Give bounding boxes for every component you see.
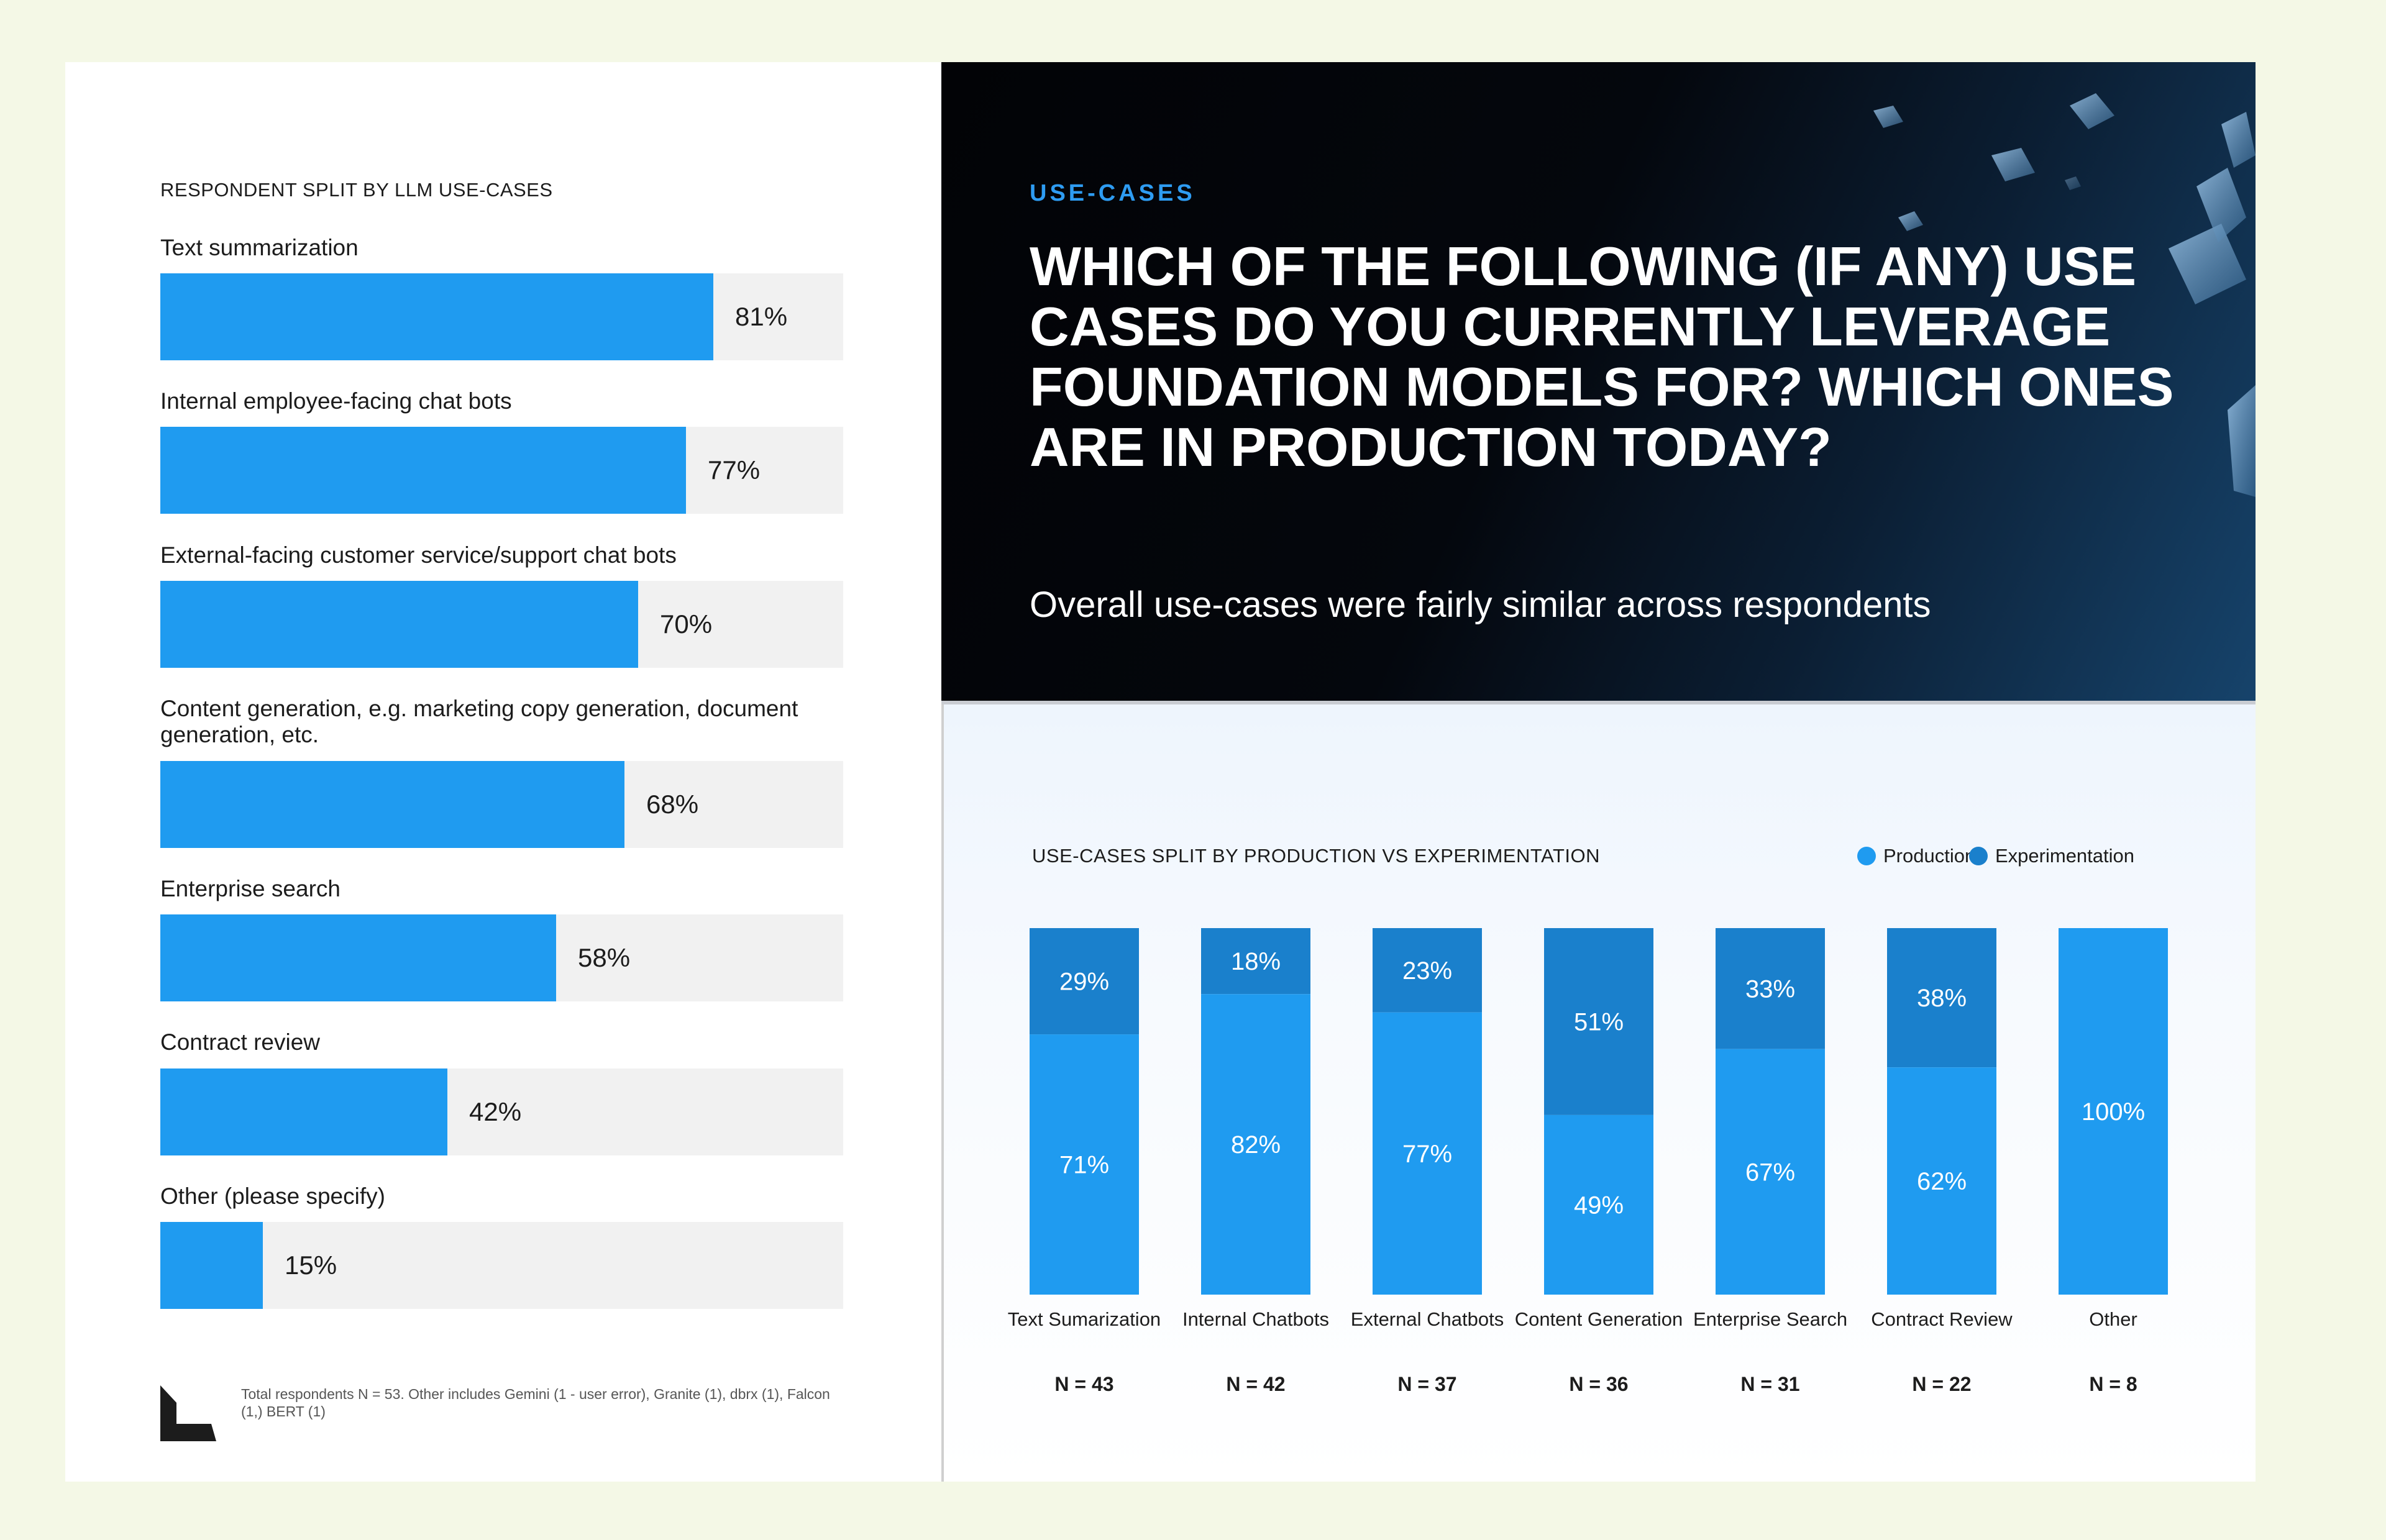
hero-title: WHICH OF THE FOLLOWING (IF ANY) USE CASE… [1030,235,2174,478]
legend-production-label: Production [1883,845,1976,867]
experimentation-bar [1373,928,1482,1013]
bar-label: Enterprise search [160,876,341,901]
report-page: RESPONDENT SPLIT BY LLM USE-CASES Text s… [65,62,2256,1482]
sample-size-label: N = 42 [1226,1373,1285,1395]
production-value-label: 67% [1745,1159,1795,1186]
left-panel: RESPONDENT SPLIT BY LLM USE-CASES Text s… [65,62,941,1482]
category-tick-label: Contract Review [1871,1308,2013,1330]
bar-track: 42% [160,1068,843,1155]
bar [160,761,624,848]
experimentation-value-label: 33% [1745,975,1795,1003]
experimentation-value-label: 29% [1059,968,1109,996]
bar-value-label: 77% [708,455,761,485]
production-bar [1373,1012,1482,1295]
hero-banner: USE-CASES WHICH OF THE FOLLOWING (IF ANY… [941,62,2256,701]
bar-label: Contract review [160,1029,321,1055]
production-bar [1544,1114,1653,1295]
bar-value-label: 81% [735,302,788,331]
bar-track: 70% [160,581,843,668]
bar [160,427,686,514]
production-bar [1716,1049,1825,1295]
bar [160,581,638,668]
bar-track: 58% [160,914,843,1001]
production-value-label: 62% [1917,1168,1967,1195]
bar-value-label: 15% [285,1251,337,1280]
category-tick-label: Internal Chatbots [1182,1308,1329,1330]
category-tick-label: Other [2089,1308,2137,1330]
category-tick-label: External Chatbots [1351,1308,1504,1330]
experimentation-value-label: 38% [1917,985,1967,1012]
bar-value-label: 68% [646,790,699,819]
sample-size-label: N = 31 [1740,1373,1799,1395]
production-value-label: 49% [1574,1191,1624,1219]
bar [160,1222,263,1309]
bar-label: Internal employee-facing chat bots [160,388,512,414]
production-dot-icon [1857,847,1876,865]
bar-track: 15% [160,1222,843,1309]
bar-label: Other (please specify) [160,1183,385,1209]
category-tick-label: Enterprise Search [1693,1308,1847,1330]
legend-experimentation-label: Experimentation [1995,845,2135,867]
experimentation-value-label: 18% [1231,948,1281,975]
experimentation-bar [1887,928,1996,1068]
experimentation-dot-icon [1969,847,1988,865]
category-tick-label: Text Sumarization [1008,1308,1161,1330]
bar-label: Content generation, e.g. marketing copy … [160,696,798,747]
stacked-chart-panel: USE-CASES SPLIT BY PRODUCTION VS EXPERIM… [941,704,2256,1482]
sample-size-label: N = 8 [2089,1373,2137,1395]
production-bar [1887,1067,1996,1295]
experimentation-bar [1201,928,1310,995]
legend-production: Production [1857,845,1975,867]
production-value-label: 82% [1231,1131,1281,1159]
experimentation-bar [1030,928,1139,1035]
sample-size-label: N = 37 [1397,1373,1456,1395]
experimentation-bar [1716,928,1825,1049]
stacked-bar-chart: 29% 71% Text Sumarization N = 43 18% 82% Inter… [1008,928,2168,1395]
production-value-label: 100% [2082,1098,2145,1126]
bar-value-label: 42% [469,1097,522,1126]
bar-value-label: 70% [660,609,713,639]
sample-size-label: N = 22 [1912,1373,1971,1395]
section-divider [941,701,2256,704]
production-value-label: 71% [1059,1152,1109,1179]
hero-subtitle: Overall use-cases were fairly similar ac… [1030,585,1931,625]
production-bar [1201,994,1310,1295]
section-kicker: USE-CASES [1030,180,1195,206]
stacked-chart-heading: USE-CASES SPLIT BY PRODUCTION VS EXPERIM… [1032,845,1600,867]
bar-value-label: 58% [578,943,631,972]
footnote: Total respondents N = 53. Other includes… [241,1386,830,1419]
bar-label: External-facing customer service/support… [160,542,677,568]
experimentation-value-label: 23% [1402,957,1452,985]
floating-cubes-decoration-icon [1873,93,2256,497]
bar-track: 77% [160,427,843,514]
legend-experimentation: Experimentation [1969,845,2134,867]
production-bar [2059,928,2168,1295]
experimentation-bar [1544,928,1653,1115]
bar-label: Text summarization [160,235,359,260]
sample-size-label: N = 36 [1569,1373,1628,1395]
bar [160,914,556,1001]
production-value-label: 77% [1402,1141,1452,1168]
bar [160,1068,447,1155]
production-bar [1030,1034,1139,1295]
bar-track: 68% [160,761,843,848]
bar [160,273,713,360]
brand-logo-icon [160,1385,216,1441]
sample-size-label: N = 43 [1054,1373,1113,1395]
category-tick-label: Content Generation [1515,1308,1683,1330]
experimentation-value-label: 51% [1574,1008,1624,1036]
bar-track: 81% [160,273,843,360]
left-chart-heading: RESPONDENT SPLIT BY LLM USE-CASES [160,179,553,201]
